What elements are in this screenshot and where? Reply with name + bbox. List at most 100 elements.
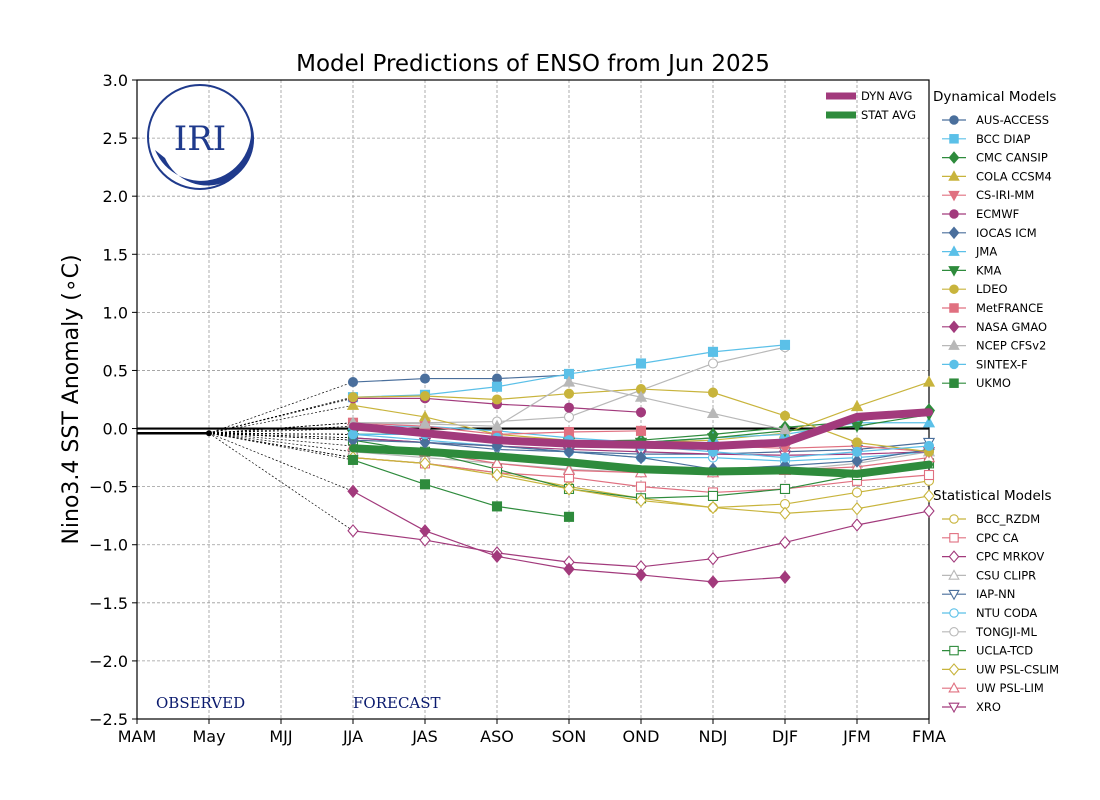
connector-line	[208, 432, 354, 439]
data-point	[491, 394, 503, 405]
x-tick-label: SON	[552, 727, 587, 746]
data-point	[778, 423, 792, 435]
data-point	[635, 358, 647, 369]
logo-text: IRI	[174, 119, 226, 159]
data-point	[706, 433, 720, 445]
legend-label-dyn-avg: DYN AVG	[861, 89, 912, 103]
data-point	[851, 437, 863, 448]
y-tick-label: −1.5	[89, 594, 128, 613]
legend-heading: Statistical Models	[933, 488, 1052, 504]
x-tick-label: DJF	[772, 727, 798, 746]
data-point	[779, 506, 791, 521]
connector-line	[208, 432, 354, 458]
data-point	[347, 377, 359, 388]
data-point	[779, 410, 791, 421]
legend-marker-cs-iri-mm	[948, 190, 960, 202]
plot-frame	[136, 79, 930, 720]
data-point	[491, 549, 503, 564]
connector-line	[208, 432, 354, 532]
legend-marker-jma	[948, 245, 960, 256]
data-point	[922, 375, 936, 387]
data-point	[563, 562, 575, 576]
axes: −2.5 −2.0 −1.5 −1.0 −0.5 0.0 0.5 1.0 1.5 2.0 2.5 3.…	[89, 71, 946, 746]
legend-label-cola-ccsm4: COLA CCSM4	[976, 169, 1052, 183]
data-point	[850, 399, 864, 412]
legend-marker-ukmo	[949, 378, 959, 388]
connector-line	[208, 432, 354, 461]
legend-marker-cola-ccsm4	[948, 170, 960, 181]
legend-marker-kma	[948, 266, 960, 277]
legend-marker-iocas-icm	[948, 226, 960, 240]
y-tick-label: 2.5	[103, 129, 128, 148]
data-point	[347, 524, 359, 538]
x-tick-label: JJA	[342, 727, 363, 746]
legend-label-cs-iri-mm: CS-IRI-MM	[976, 188, 1034, 202]
data-point	[563, 411, 575, 422]
series-dyn-avg	[349, 408, 933, 450]
chart-title: Model Predictions of ENSO from Jun 2025	[296, 51, 770, 77]
data-point	[419, 479, 431, 490]
legend-marker-bcc-rzdm	[949, 514, 959, 524]
y-tick-label: 1.0	[103, 303, 128, 322]
data-point	[635, 493, 647, 508]
legend-marker-bcc-diap	[949, 134, 959, 144]
legend-label-cpc-ca: CPC CA	[976, 531, 1019, 545]
connector-line	[208, 432, 354, 447]
legend-label-ldeo: LDEO	[976, 282, 1008, 296]
data-point	[562, 463, 576, 475]
legend-label-ukmo: UKMO	[976, 376, 1011, 390]
connector-line	[208, 381, 354, 434]
data-point	[779, 570, 791, 584]
data-point	[923, 440, 935, 452]
legend-marker-metfrance	[949, 303, 959, 313]
average-legend: DYN AVG STAT AVG	[826, 89, 916, 122]
data-point	[707, 387, 719, 398]
data-point	[635, 481, 647, 492]
data-point	[347, 484, 359, 498]
y-axis-label: Nino3.4 SST Anomaly (∘C)	[59, 254, 84, 544]
data-point	[707, 358, 719, 369]
legend-marker-iap-nn	[948, 589, 960, 601]
x-tick-label: FMA	[912, 727, 946, 746]
series-ukmo	[208, 432, 575, 522]
legend-label-ncep-cfsv2: NCEP CFSv2	[976, 339, 1046, 353]
legend-marker-cpc-ca	[949, 533, 959, 543]
connector-line	[208, 404, 354, 434]
legend-label-iap-nn: IAP-NN	[976, 587, 1015, 601]
x-tick-label: May	[192, 727, 225, 746]
data-point	[923, 469, 935, 481]
data-point	[563, 402, 575, 413]
series-line	[352, 374, 570, 383]
data-point	[635, 407, 647, 418]
connector-line	[208, 422, 354, 434]
y-tick-label: −2.0	[89, 652, 128, 671]
data-point	[419, 390, 431, 402]
x-tick-label: OND	[623, 727, 660, 746]
data-point	[419, 456, 431, 471]
legend-marker-ntu-coda	[949, 608, 959, 618]
data-point	[419, 533, 431, 547]
legend-marker-ecmwf	[949, 209, 959, 219]
dynamical-models-legend: Dynamical Models AUS-ACCESS BCC DIAP CMC CA…	[933, 89, 1056, 390]
data-point	[707, 346, 719, 357]
legend-label-metfrance: MetFRANCE	[976, 301, 1043, 315]
y-tick-label: 0.5	[103, 361, 128, 380]
data-point	[562, 375, 576, 387]
legend-marker-cpc-mrkov	[948, 550, 960, 563]
legend-marker-sintex-f	[949, 359, 959, 370]
data-point	[490, 456, 504, 469]
connector-line	[208, 428, 354, 434]
legend-label-aus-access: AUS-ACCESS	[976, 113, 1049, 127]
legend-marker-uw-psl-cslim	[948, 663, 960, 676]
y-tick-label: −2.5	[89, 710, 128, 729]
data-point	[923, 489, 935, 503]
data-point	[418, 417, 432, 429]
data-point	[850, 421, 864, 433]
legend-label-nasa-gmao: NASA GMAO	[976, 320, 1047, 334]
legend-marker-csu-clipr	[948, 569, 960, 580]
legend-label-ecmwf: ECMWF	[976, 207, 1019, 221]
legend-label-ntu-coda: NTU CODA	[976, 606, 1037, 620]
legend-marker-ucla-tcd	[949, 645, 959, 656]
observed-label: OBSERVED	[156, 694, 245, 712]
